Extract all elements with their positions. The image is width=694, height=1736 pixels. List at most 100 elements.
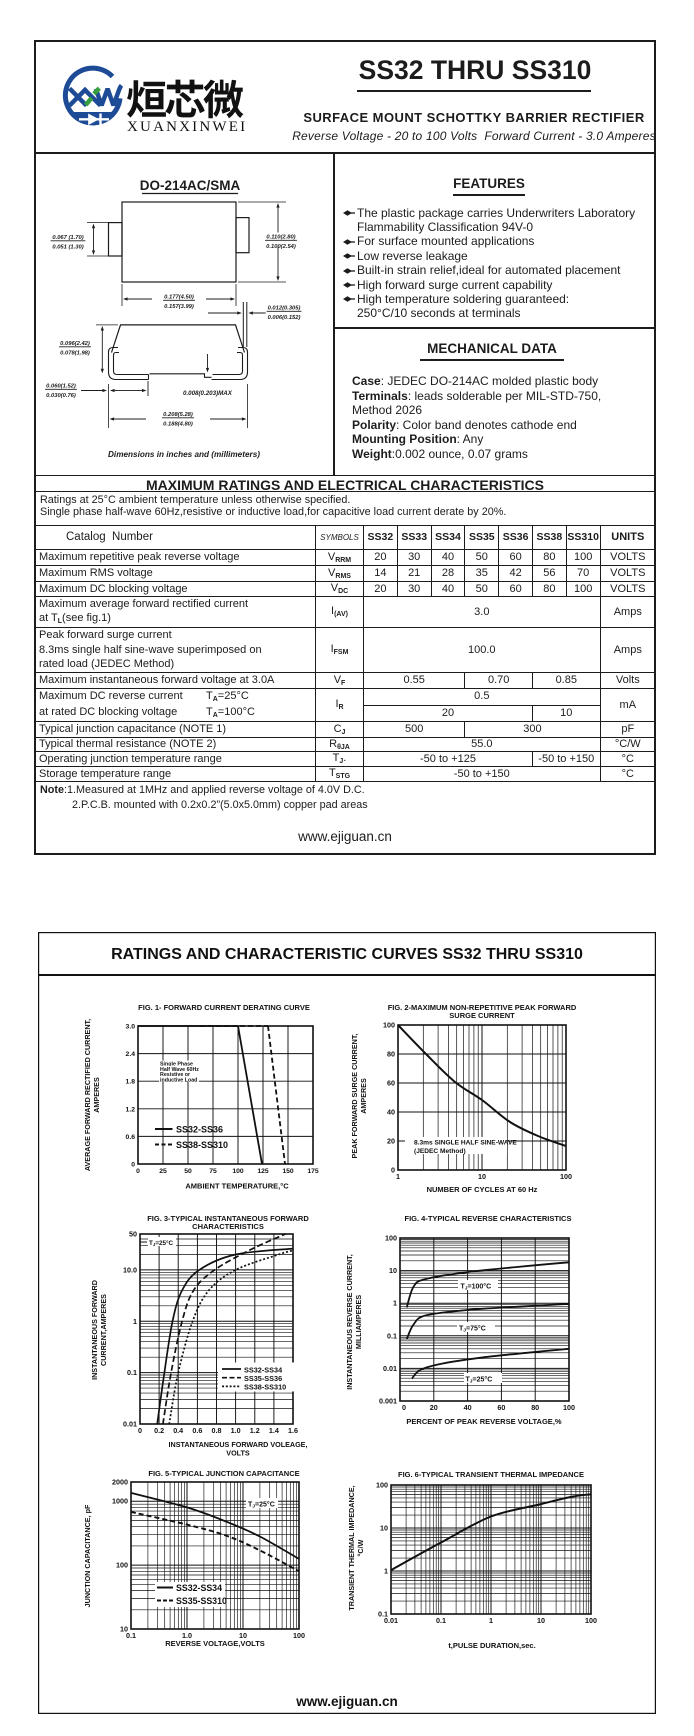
- svg-text:100: 100: [385, 1234, 397, 1243]
- svg-text:SS38-SS310: SS38-SS310: [244, 1383, 286, 1392]
- svg-text:FIG. 6-TYPICAL TRANSIENT THERM: FIG. 6-TYPICAL TRANSIENT THERMAL IMPEDAN…: [398, 1470, 584, 1479]
- svg-text:Dimensions in inches and (mill: Dimensions in inches and (millimeters): [108, 450, 260, 459]
- svg-text:25: 25: [159, 1168, 167, 1175]
- svg-text:(JEDEC Method): (JEDEC Method): [414, 1148, 466, 1155]
- svg-text:0.006(0.152): 0.006(0.152): [268, 315, 301, 321]
- svg-text:50: 50: [129, 1230, 137, 1239]
- svg-text:0.008(0.203)MAX: 0.008(0.203)MAX: [183, 390, 233, 397]
- svg-text:1.8: 1.8: [126, 1079, 136, 1086]
- svg-text:0.2: 0.2: [154, 1426, 164, 1435]
- svg-text:1: 1: [384, 1567, 388, 1576]
- svg-text:60: 60: [497, 1403, 505, 1412]
- svg-text:0.078(1.98): 0.078(1.98): [60, 351, 90, 357]
- svg-text:2.4: 2.4: [126, 1051, 136, 1058]
- svg-text:125: 125: [257, 1168, 269, 1175]
- svg-text:8.3ms SINGLE HALF SINE-WAVE: 8.3ms SINGLE HALF SINE-WAVE: [414, 1140, 517, 1147]
- svg-text:0.1: 0.1: [436, 1616, 446, 1625]
- svg-text:0.6: 0.6: [192, 1426, 202, 1435]
- svg-text:0.01: 0.01: [384, 1616, 398, 1625]
- svg-text:t,PULSE DURATION,sec.: t,PULSE DURATION,sec.: [448, 1641, 535, 1650]
- svg-text:INSTANTANEOUS FORWARD VOLEAGE,: INSTANTANEOUS FORWARD VOLEAGE,: [169, 1440, 308, 1449]
- svg-text:DO-214AC/SMA: DO-214AC/SMA: [140, 178, 241, 193]
- svg-text:SURGE CURRENT: SURGE CURRENT: [449, 1011, 515, 1020]
- svg-text:40: 40: [387, 1108, 395, 1117]
- svg-text:0.001: 0.001: [379, 1397, 397, 1406]
- svg-text:0.110(2.80): 0.110(2.80): [266, 235, 295, 241]
- svg-text:AVERAGE FORWARD RECTIFIED CURR: AVERAGE FORWARD RECTIFIED CURRENT,: [83, 1019, 92, 1171]
- svg-text:FIG. 2-MAXIMUM NON-REPETITIVE: FIG. 2-MAXIMUM NON-REPETITIVE PEAK FORWA…: [388, 1003, 577, 1012]
- svg-text:0.157(3.99): 0.157(3.99): [164, 304, 194, 310]
- svg-text:100: 100: [232, 1168, 244, 1175]
- svg-text:SS35-SS36: SS35-SS36: [244, 1374, 282, 1383]
- svg-text:1.0: 1.0: [231, 1426, 241, 1435]
- svg-text:1.2: 1.2: [126, 1106, 136, 1113]
- svg-text:75: 75: [209, 1168, 217, 1175]
- svg-text:50: 50: [184, 1168, 192, 1175]
- svg-text:CHARACTERISTICS: CHARACTERISTICS: [192, 1222, 264, 1231]
- svg-text:TJ=25°C: TJ=25°C: [466, 1376, 493, 1385]
- svg-text:80: 80: [531, 1403, 539, 1412]
- svg-text:10: 10: [537, 1616, 545, 1625]
- svg-text:MILLIAMPERES: MILLIAMPERES: [354, 1295, 363, 1350]
- svg-text:100: 100: [293, 1631, 305, 1640]
- svg-text:0.067 (1.70): 0.067 (1.70): [52, 235, 83, 241]
- svg-text:TJ=75°C: TJ=75°C: [459, 1325, 486, 1334]
- svg-text:NUMBER OF CYCLES AT 60 Hz: NUMBER OF CYCLES AT 60 Hz: [427, 1185, 538, 1194]
- svg-text:3.0: 3.0: [126, 1024, 136, 1031]
- svg-text:AMBIENT TEMPERATURE,°C: AMBIENT TEMPERATURE,°C: [185, 1182, 289, 1191]
- svg-text:0.030(0.76): 0.030(0.76): [46, 393, 76, 399]
- svg-text:SS32-SS34: SS32-SS34: [244, 1365, 283, 1374]
- svg-text:100: 100: [563, 1403, 575, 1412]
- svg-text:SS35-SS310: SS35-SS310: [176, 1596, 227, 1606]
- svg-text:TJ=100°C: TJ=100°C: [461, 1283, 492, 1292]
- svg-text:20: 20: [387, 1137, 395, 1146]
- svg-text:SS32-SS34: SS32-SS34: [176, 1583, 222, 1593]
- svg-text:150: 150: [282, 1168, 294, 1175]
- svg-text:0.100(2.54): 0.100(2.54): [266, 244, 296, 250]
- svg-text:AMPERES: AMPERES: [92, 1077, 101, 1113]
- svg-text:0.1: 0.1: [378, 1610, 388, 1619]
- svg-text:0: 0: [138, 1426, 142, 1435]
- svg-text:TJ=25°C: TJ=25°C: [248, 1501, 275, 1510]
- svg-text:0.096(2.42): 0.096(2.42): [60, 341, 90, 347]
- svg-text:1.4: 1.4: [269, 1426, 279, 1435]
- svg-text:175: 175: [307, 1168, 319, 1175]
- svg-text:60: 60: [387, 1079, 395, 1088]
- svg-text:TJ=25°C: TJ=25°C: [149, 1239, 174, 1247]
- svg-text:JUNCTION CAPACITANCE, pF: JUNCTION CAPACITANCE, pF: [83, 1504, 92, 1607]
- svg-text:0: 0: [136, 1168, 140, 1175]
- svg-text:FIG. 5-TYPICAL JUNCTION CAPACI: FIG. 5-TYPICAL JUNCTION CAPACITANCE: [148, 1469, 299, 1478]
- svg-text:0.6: 0.6: [126, 1134, 136, 1141]
- svg-text:0.01: 0.01: [123, 1420, 137, 1429]
- svg-text:1.0: 1.0: [182, 1631, 192, 1640]
- svg-text:Single Phase: Single Phase: [160, 1062, 193, 1068]
- svg-text:100: 100: [585, 1616, 597, 1625]
- svg-text:FIG. 1- FORWARD CURRENT DERATI: FIG. 1- FORWARD CURRENT DERATING CURVE: [138, 1003, 310, 1012]
- svg-text:10: 10: [389, 1266, 397, 1275]
- svg-text:Resistive or: Resistive or: [160, 1072, 190, 1078]
- svg-text:20: 20: [430, 1403, 438, 1412]
- svg-text:0.177(4.50): 0.177(4.50): [164, 295, 194, 301]
- svg-text:0.012(0.305): 0.012(0.305): [268, 306, 301, 312]
- svg-text:0.4: 0.4: [173, 1426, 183, 1435]
- svg-text:0.051 (1.30): 0.051 (1.30): [52, 245, 83, 251]
- svg-text:FIG. 4-TYPICAL REVERSE CHARACT: FIG. 4-TYPICAL REVERSE CHARACTERISTICS: [405, 1214, 572, 1223]
- svg-text:100: 100: [116, 1561, 128, 1570]
- svg-text:1: 1: [133, 1317, 137, 1326]
- svg-text:0.1: 0.1: [387, 1331, 397, 1340]
- svg-text:0: 0: [131, 1162, 135, 1169]
- svg-text:10.0: 10.0: [123, 1265, 137, 1274]
- svg-text:2000: 2000: [112, 1478, 128, 1487]
- svg-text:0.188(4.80): 0.188(4.80): [163, 422, 193, 428]
- svg-text:1: 1: [489, 1616, 493, 1625]
- svg-text:100: 100: [383, 1021, 395, 1030]
- svg-text:°C/W: °C/W: [356, 1539, 365, 1556]
- svg-text:10: 10: [478, 1172, 486, 1181]
- svg-text:PEAK FORWARD SURGE CURRENT,: PEAK FORWARD SURGE CURRENT,: [350, 1034, 359, 1159]
- svg-text:TRANSIENT THERMAL IMPEDANCE,: TRANSIENT THERMAL IMPEDANCE,: [347, 1485, 356, 1610]
- svg-text:40: 40: [464, 1403, 472, 1412]
- svg-text:1.6: 1.6: [288, 1426, 298, 1435]
- svg-text:0: 0: [391, 1166, 395, 1175]
- svg-text:0: 0: [402, 1403, 406, 1412]
- svg-text:RATINGS AND CHARACTERISTIC CUR: RATINGS AND CHARACTERISTIC CURVES SS32 T…: [111, 946, 583, 963]
